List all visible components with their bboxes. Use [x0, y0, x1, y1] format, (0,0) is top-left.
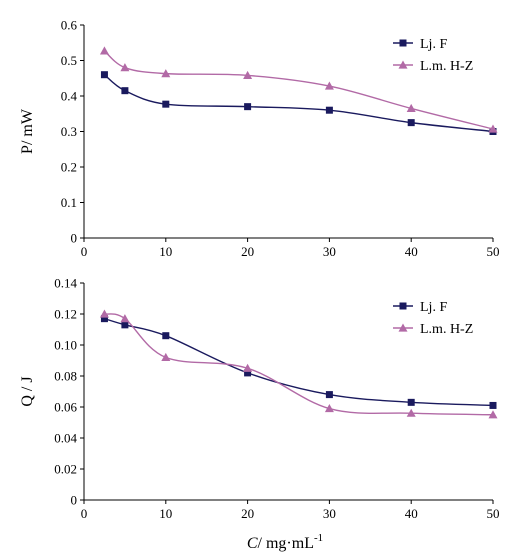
- data-point: [161, 69, 171, 78]
- legend-label: Lj. F: [420, 300, 447, 315]
- x-tick-label: 0: [81, 506, 88, 521]
- data-point: [243, 363, 253, 372]
- data-point: [488, 124, 498, 133]
- data-point: [406, 408, 416, 417]
- x-tick-label: 10: [159, 244, 172, 259]
- x-tick-label: 50: [487, 244, 500, 259]
- data-point: [325, 106, 333, 114]
- data-point: [324, 81, 334, 90]
- data-point: [121, 321, 129, 329]
- data-point: [121, 87, 129, 95]
- data-point: [100, 315, 108, 323]
- legend-marker: [398, 60, 408, 69]
- y-tick-label: 0.02: [54, 462, 77, 477]
- data-point: [161, 352, 171, 361]
- data-point: [406, 103, 416, 113]
- y-tick-label: 0.6: [61, 18, 78, 33]
- y-axis-label: Q / J: [19, 376, 36, 406]
- y-tick-label: 0.4: [61, 89, 78, 104]
- data-point: [162, 332, 170, 340]
- data-point: [120, 314, 130, 323]
- data-point: [244, 369, 252, 377]
- data-point: [99, 309, 109, 318]
- x-axis-label: C/ mg·mL-1: [247, 532, 323, 552]
- data-point: [324, 404, 334, 413]
- x-tick-label: 10: [159, 506, 172, 521]
- x-tick-label: 50: [487, 506, 500, 521]
- y-tick-label: 0.14: [54, 276, 77, 291]
- y-axis-label: P/ mW: [19, 108, 36, 154]
- y-tick-label: 0.12: [54, 307, 77, 322]
- x-tick-label: 30: [323, 244, 336, 259]
- data-point: [407, 119, 415, 127]
- data-point: [488, 410, 498, 419]
- x-tick-label: 30: [323, 506, 336, 521]
- data-point: [325, 391, 333, 399]
- y-tick-label: 0.1: [61, 195, 77, 210]
- x-tick-label: 40: [405, 244, 418, 259]
- y-tick-label: 0: [71, 231, 78, 246]
- y-tick-label: 0.08: [54, 369, 77, 384]
- y-tick-label: 0: [71, 493, 78, 508]
- y-tick-label: 0.10: [54, 338, 77, 353]
- y-tick-label: 0.04: [54, 431, 77, 446]
- x-tick-label: 0: [81, 244, 88, 259]
- power-chart: 0 0.1 0.2 0.3 0.4 0.5 0.6 0 10 20 30 40 50 P/ mW Lj. F…: [19, 18, 500, 260]
- data-point: [243, 70, 253, 80]
- legend-marker: [398, 323, 408, 332]
- y-tick-label: 0.5: [61, 53, 77, 68]
- x-tick-label: 20: [241, 506, 254, 521]
- data-point: [99, 46, 109, 55]
- heat-chart: 0 0.02 0.04 0.06 0.08 0.10 0.12 0.14 0 10 20 30 40 50…: [19, 276, 500, 553]
- legend-label: L.m. H-Z: [420, 59, 473, 74]
- x-tick-label: 40: [405, 506, 418, 521]
- legend-label: L.m. H-Z: [420, 322, 473, 337]
- legend-marker: [399, 39, 407, 47]
- y-tick-label: 0.3: [61, 124, 77, 139]
- data-point: [407, 398, 415, 406]
- y-tick-label: 0.06: [54, 400, 77, 415]
- data-point: [100, 71, 108, 79]
- data-point: [244, 103, 252, 111]
- y-tick-label: 0.2: [61, 160, 77, 175]
- data-point: [162, 100, 170, 108]
- legend-label: Lj. F: [420, 37, 447, 52]
- x-tick-label: 20: [241, 244, 254, 259]
- data-point: [489, 401, 497, 409]
- data-point: [120, 63, 130, 72]
- legend-marker: [399, 302, 407, 310]
